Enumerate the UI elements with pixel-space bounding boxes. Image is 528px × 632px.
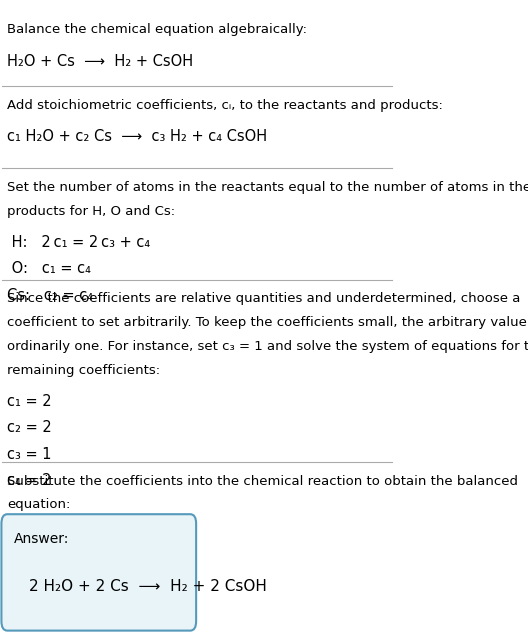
Text: H:   2 c₁ = 2 c₃ + c₄: H: 2 c₁ = 2 c₃ + c₄ <box>7 235 150 250</box>
Text: Cs:   c₂ = c₄: Cs: c₂ = c₄ <box>7 288 93 303</box>
Text: H₂O + Cs  ⟶  H₂ + CsOH: H₂O + Cs ⟶ H₂ + CsOH <box>7 54 193 69</box>
Text: c₁ = 2: c₁ = 2 <box>7 394 52 409</box>
FancyBboxPatch shape <box>2 514 196 631</box>
Text: remaining coefficients:: remaining coefficients: <box>7 364 161 377</box>
Text: Since the coefficients are relative quantities and underdetermined, choose a: Since the coefficients are relative quan… <box>7 292 521 305</box>
Text: 2 H₂O + 2 Cs  ⟶  H₂ + 2 CsOH: 2 H₂O + 2 Cs ⟶ H₂ + 2 CsOH <box>29 578 267 593</box>
Text: O:   c₁ = c₄: O: c₁ = c₄ <box>7 261 91 276</box>
Text: Answer:: Answer: <box>14 532 70 546</box>
Text: products for H, O and Cs:: products for H, O and Cs: <box>7 205 175 217</box>
Text: ordinarily one. For instance, set c₃ = 1 and solve the system of equations for t: ordinarily one. For instance, set c₃ = 1… <box>7 340 528 353</box>
Text: Substitute the coefficients into the chemical reaction to obtain the balanced: Substitute the coefficients into the che… <box>7 475 518 487</box>
Text: c₄ = 2: c₄ = 2 <box>7 473 52 489</box>
Text: c₁ H₂O + c₂ Cs  ⟶  c₃ H₂ + c₄ CsOH: c₁ H₂O + c₂ Cs ⟶ c₃ H₂ + c₄ CsOH <box>7 129 267 144</box>
Text: Set the number of atoms in the reactants equal to the number of atoms in the: Set the number of atoms in the reactants… <box>7 181 528 194</box>
Text: coefficient to set arbitrarily. To keep the coefficients small, the arbitrary va: coefficient to set arbitrarily. To keep … <box>7 316 528 329</box>
Text: equation:: equation: <box>7 499 71 511</box>
Text: Add stoichiometric coefficients, cᵢ, to the reactants and products:: Add stoichiometric coefficients, cᵢ, to … <box>7 99 443 112</box>
Text: c₂ = 2: c₂ = 2 <box>7 420 52 435</box>
Text: Balance the chemical equation algebraically:: Balance the chemical equation algebraica… <box>7 23 307 37</box>
Text: c₃ = 1: c₃ = 1 <box>7 447 52 462</box>
